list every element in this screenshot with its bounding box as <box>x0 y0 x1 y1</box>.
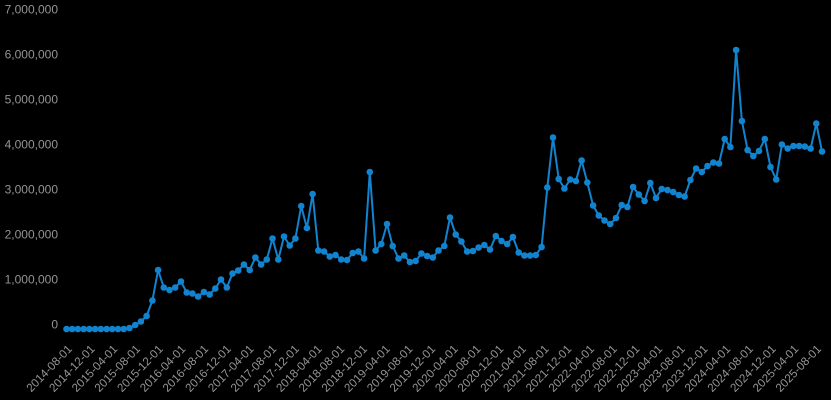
svg-text:1,000,000: 1,000,000 <box>5 273 59 287</box>
svg-text:5,000,000: 5,000,000 <box>5 93 59 107</box>
svg-text:0: 0 <box>51 318 58 332</box>
svg-text:6,000,000: 6,000,000 <box>5 48 59 62</box>
svg-text:3,000,000: 3,000,000 <box>5 183 59 197</box>
svg-text:2,000,000: 2,000,000 <box>5 228 59 242</box>
svg-text:7,000,000: 7,000,000 <box>5 3 59 17</box>
svg-text:4,000,000: 4,000,000 <box>5 138 59 152</box>
